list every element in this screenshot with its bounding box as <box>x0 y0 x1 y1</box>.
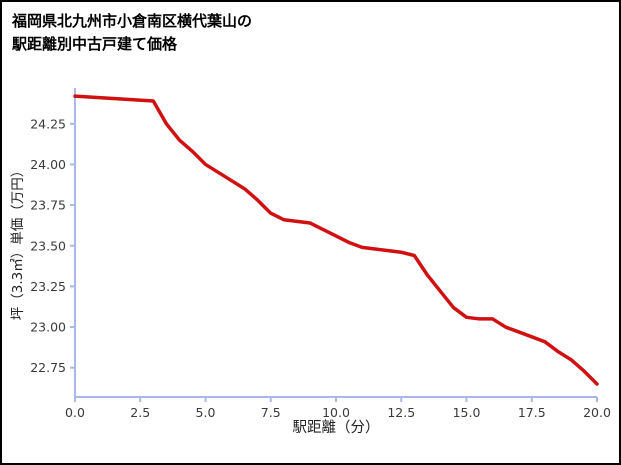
x-tick-label: 15.0 <box>453 405 481 420</box>
x-tick-label: 12.5 <box>387 405 415 420</box>
price-line-series <box>73 94 599 386</box>
x-tick-label: 0.0 <box>65 405 85 420</box>
chart-title-line1: 福岡県北九州市小倉南区横代葉山の <box>12 12 253 30</box>
x-tick-label: 2.5 <box>130 405 150 420</box>
x-tick-label: 7.5 <box>261 405 281 420</box>
y-axis-label: 坪（3.3㎡）単価（万円） <box>10 164 26 320</box>
chart-title: 福岡県北九州市小倉南区横代葉山の 駅距離別中古戸建て価格 <box>12 10 252 57</box>
y-tick-label: 23.00 <box>30 320 66 335</box>
y-tick-label: 23.25 <box>30 279 66 294</box>
y-tick-label: 23.75 <box>30 198 66 213</box>
y-tick-label: 22.75 <box>30 360 66 375</box>
x-tick-label: 10.0 <box>322 405 350 420</box>
x-tick-label: 20.0 <box>583 405 611 420</box>
y-tick-label: 23.50 <box>30 238 66 253</box>
y-tick-label: 24.25 <box>30 116 66 131</box>
chart-title-line2: 駅距離別中古戸建て価格 <box>12 35 178 54</box>
x-axis-label: 駅距離（分） <box>293 418 380 436</box>
x-tick-label: 17.5 <box>518 405 546 420</box>
y-tick-label: 24.00 <box>30 157 66 172</box>
x-tick-label: 5.0 <box>196 405 216 420</box>
axes: 0.0 2.5 5.0 7.5 10.0 12.5 15.0 17.5 20.0 22.75 23.… <box>30 88 611 420</box>
